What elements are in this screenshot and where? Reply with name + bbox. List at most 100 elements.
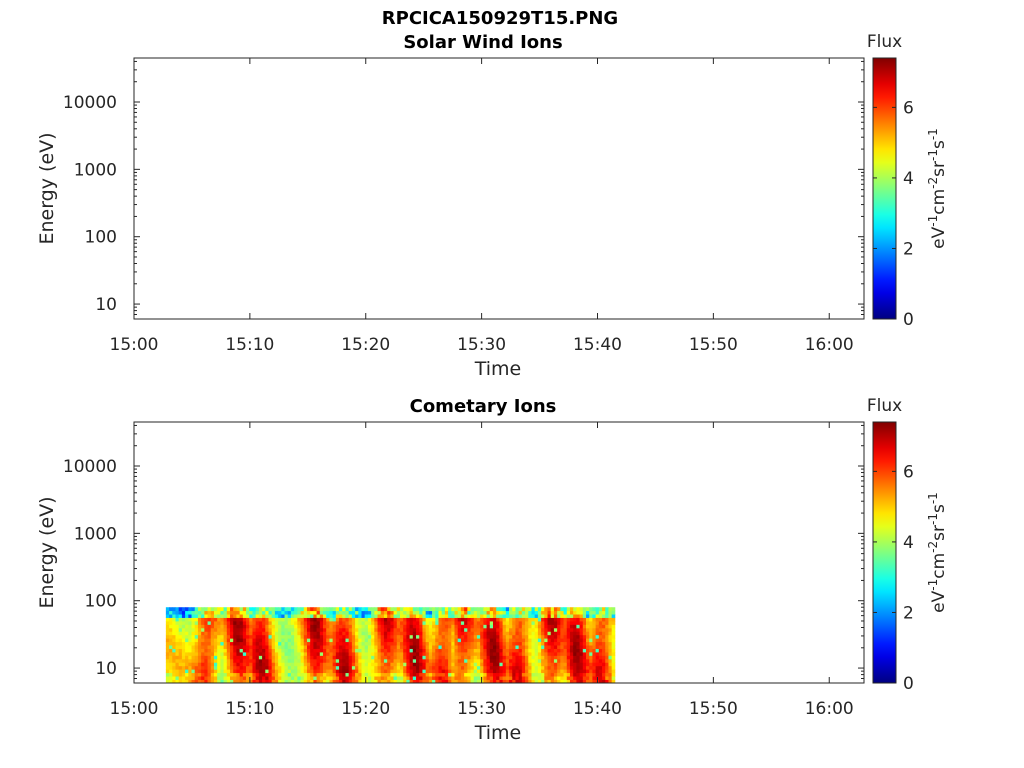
spectrogram-cell — [268, 614, 273, 618]
spectrogram-cell — [579, 672, 584, 677]
spectrogram-cell — [476, 631, 481, 636]
spectrogram-cell — [313, 648, 318, 653]
spectrogram-cell — [592, 669, 597, 674]
spectrogram-cell — [181, 645, 186, 649]
spectrogram-cell — [345, 655, 350, 660]
spectrogram-cell — [435, 607, 439, 612]
spectrogram-cell — [464, 627, 468, 632]
spectrogram-cell — [300, 679, 305, 684]
spectrogram-cell — [409, 610, 414, 615]
spectrogram-cell — [294, 634, 298, 639]
spectrogram-cell — [435, 658, 439, 663]
spectrogram-cell — [252, 672, 257, 677]
spectrogram-cell — [361, 624, 366, 629]
spectrogram-cell — [383, 648, 388, 653]
spectrogram-cell — [416, 679, 420, 684]
spectrogram-cell — [451, 655, 455, 660]
spectrogram-cell — [592, 627, 597, 632]
spectrogram-cell — [303, 648, 308, 653]
spectrogram-cell — [566, 655, 571, 660]
spectrogram-cell — [438, 631, 443, 636]
spectrogram-cell — [371, 624, 375, 629]
spectrogram-cell — [595, 655, 600, 660]
spectrogram-cell — [441, 624, 446, 629]
spectrogram-cell — [451, 607, 455, 612]
spectrogram-cell — [569, 672, 574, 677]
spectrogram-cell — [358, 617, 362, 622]
spectrogram-cell — [339, 669, 343, 674]
spectrogram-cell — [537, 641, 542, 646]
spectrogram-cell — [438, 621, 443, 625]
spectrogram-cell — [512, 645, 516, 649]
spectrogram-cell — [396, 634, 401, 639]
spectrogram-cell — [175, 614, 180, 618]
spectrogram-cell — [303, 641, 308, 646]
spectrogram-cell — [409, 662, 414, 667]
spectrogram-cell — [409, 638, 414, 643]
spectrogram-cell — [602, 627, 606, 632]
spectrogram-cell — [412, 648, 417, 653]
spectrogram-cell — [303, 679, 308, 684]
spectrogram-cell — [480, 641, 484, 646]
spectrogram-cell — [319, 645, 324, 649]
spectrogram-cell — [509, 676, 513, 680]
spectrogram-cell — [201, 676, 205, 680]
spectrogram-cell — [396, 621, 401, 625]
spectrogram-cell — [553, 665, 558, 670]
spectrogram-cell — [242, 634, 247, 639]
spectrogram-cell — [512, 624, 516, 629]
spectrogram-cell — [569, 669, 574, 674]
spectrogram-cell — [432, 669, 436, 674]
spectrogram-cell — [573, 607, 577, 612]
spectrogram-cell — [518, 645, 523, 649]
spectrogram-cell — [544, 645, 548, 649]
spectrogram-cell — [361, 621, 366, 625]
spectrogram-cell — [371, 607, 375, 612]
spectrogram-cell — [525, 645, 529, 649]
spectrogram-cell — [294, 641, 298, 646]
spectrogram-cell — [169, 676, 173, 680]
spectrogram-cell — [332, 662, 337, 667]
x-tick-label: 15:50 — [689, 699, 738, 719]
spectrogram-cell — [502, 610, 507, 615]
spectrogram-cell — [505, 672, 510, 677]
spectrogram-cell — [165, 641, 170, 646]
spectrogram-cell — [335, 641, 340, 646]
spectrogram-cell — [345, 662, 350, 667]
spectrogram-cell — [210, 617, 215, 622]
spectrogram-cell — [573, 645, 577, 649]
spectrogram-cell — [342, 627, 346, 632]
spectrogram-cell — [268, 658, 273, 663]
spectrogram-cell — [265, 652, 269, 656]
spectrogram-cell — [348, 652, 353, 656]
spectrogram-cell — [230, 648, 234, 653]
spectrogram-cell — [217, 665, 221, 670]
spectrogram-cell — [515, 676, 520, 680]
spectrogram-cell — [470, 645, 475, 649]
spectrogram-cell — [451, 621, 455, 625]
spectrogram-cell — [268, 634, 273, 639]
spectrogram-cell — [403, 672, 407, 677]
spectrogram-cell — [480, 672, 484, 677]
spectrogram-cell — [380, 652, 385, 656]
spectrogram-cell — [249, 617, 253, 622]
spectrogram-cell — [409, 627, 414, 632]
spectrogram-cell — [595, 621, 600, 625]
spectrogram-cell — [197, 679, 202, 684]
spectrogram-cell — [213, 669, 218, 674]
spectrogram-cell — [547, 621, 552, 625]
spectrogram-cell — [399, 638, 404, 643]
spectrogram-cell — [233, 645, 237, 649]
spectrogram-cell — [416, 627, 420, 632]
spectrogram-cell — [432, 624, 436, 629]
spectrogram-cell — [374, 627, 378, 632]
spectrogram-cell — [560, 621, 564, 625]
spectrogram-cell — [290, 631, 295, 636]
spectrogram-cell — [428, 679, 433, 684]
spectrogram-cell — [534, 662, 539, 667]
spectrogram-cell — [303, 669, 308, 674]
spectrogram-cell — [255, 655, 260, 660]
spectrogram-cell — [550, 638, 555, 643]
spectrogram-cell — [576, 662, 580, 667]
spectrogram-cell — [605, 621, 609, 625]
